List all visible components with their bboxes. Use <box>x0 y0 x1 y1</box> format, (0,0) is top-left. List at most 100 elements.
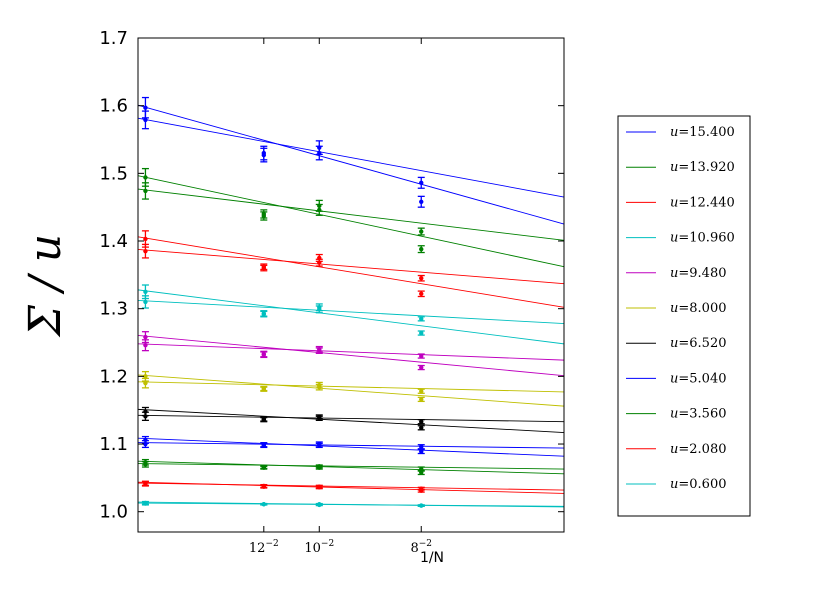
legend-box <box>617 115 751 517</box>
fit-line <box>137 334 565 377</box>
fit-line <box>137 437 565 457</box>
data-point <box>419 316 424 322</box>
y-tick-label: 1.4 <box>99 231 128 252</box>
legend-label: u=10.960 <box>670 231 735 246</box>
data-point <box>317 307 322 312</box>
legend-label: u=0.600 <box>670 477 726 492</box>
data-point <box>419 470 424 475</box>
data-point <box>143 188 148 194</box>
legend-value: =6.520 <box>678 336 726 351</box>
data-point <box>317 465 322 470</box>
legend-symbol: u <box>670 160 678 175</box>
data-point <box>143 462 148 467</box>
legend-label: u=3.560 <box>670 407 726 422</box>
data-points <box>141 96 425 508</box>
data-point <box>419 291 424 296</box>
data-point <box>143 117 148 123</box>
legend-label: u=6.520 <box>670 336 726 351</box>
fit-line <box>137 117 565 198</box>
data-point <box>419 397 424 402</box>
legend-value: =13.920 <box>678 160 734 175</box>
data-point <box>317 384 322 390</box>
y-tick-label: 1.2 <box>99 366 128 387</box>
legend-value: =9.480 <box>678 266 726 281</box>
data-point <box>419 180 424 186</box>
y-axis-ticks: 1.0 1.1 1.2 1.3 1.4 1.5 1.6 1.7 <box>99 28 564 523</box>
fit-line <box>137 175 565 268</box>
data-point <box>143 380 148 386</box>
legend-label: u=9.480 <box>670 266 726 281</box>
data-point <box>317 260 322 265</box>
data-point <box>419 353 424 359</box>
data-point <box>143 289 148 294</box>
plot-frame <box>137 37 565 533</box>
fit-line <box>137 236 565 308</box>
fit-line <box>137 248 565 285</box>
data-point <box>317 207 322 213</box>
data-point <box>143 414 148 419</box>
x-tick-base: 12 <box>249 541 266 556</box>
legend-value: =15.400 <box>678 125 734 140</box>
data-point <box>143 481 148 487</box>
fit-line <box>137 442 565 449</box>
data-point <box>419 419 424 424</box>
data-point <box>143 105 148 110</box>
fit-line <box>137 482 565 491</box>
data-point <box>317 150 322 156</box>
fit-line <box>137 188 565 241</box>
data-point <box>143 501 148 506</box>
legend-value: =10.960 <box>678 231 734 246</box>
data-point <box>317 502 322 508</box>
data-point <box>419 276 424 281</box>
x-tick-label: 10−2 <box>304 539 334 556</box>
data-point <box>261 387 267 392</box>
data-point <box>261 484 267 489</box>
x-axis-label: 1/N <box>420 550 444 566</box>
data-point <box>143 334 148 340</box>
legend-symbol: u <box>670 336 678 351</box>
y-tick-label: 1.0 <box>99 502 128 523</box>
fit-line <box>137 414 565 423</box>
data-point <box>261 351 267 357</box>
legend-value: =0.600 <box>678 477 726 492</box>
data-point <box>419 246 424 252</box>
x-tick-label: 8−2 <box>410 539 432 556</box>
legend-symbol: u <box>670 231 678 246</box>
data-point <box>419 444 424 449</box>
fit-line <box>137 408 565 433</box>
legend-label: u=15.400 <box>670 125 735 140</box>
fit-line <box>137 343 565 361</box>
data-point <box>143 175 148 180</box>
legend-value: =3.560 <box>678 407 726 422</box>
legend-symbol: u <box>670 477 678 492</box>
data-point <box>419 488 424 493</box>
legend-value: =12.440 <box>678 195 734 210</box>
legend-symbol: u <box>670 125 678 140</box>
legend-label: u=13.920 <box>670 160 735 175</box>
x-tick-label: 12−2 <box>249 539 279 556</box>
y-tick-label: 1.1 <box>99 434 128 455</box>
x-tick-base: 8 <box>410 541 418 556</box>
x-axis-ticks: 12−2 10−2 8−2 <box>249 38 432 556</box>
data-point <box>143 374 148 379</box>
y-tick-label: 1.5 <box>99 163 128 184</box>
x-tick-exponent: −2 <box>321 539 334 549</box>
data-point <box>143 343 148 348</box>
data-point <box>419 330 424 336</box>
data-point <box>317 416 322 421</box>
y-tick-label: 1.7 <box>99 28 128 49</box>
data-point <box>261 443 267 448</box>
data-point <box>419 449 424 454</box>
data-point <box>143 441 148 447</box>
data-point <box>261 265 267 271</box>
data-point <box>317 485 322 490</box>
data-point <box>143 299 148 305</box>
legend-label: u=12.440 <box>670 195 735 210</box>
legend-value: =5.040 <box>678 371 726 386</box>
fit-line <box>137 381 565 393</box>
legend-value: =8.000 <box>678 301 726 316</box>
data-point <box>261 465 267 470</box>
legend-symbol: u <box>670 371 678 386</box>
x-tick-exponent: −2 <box>265 539 278 549</box>
